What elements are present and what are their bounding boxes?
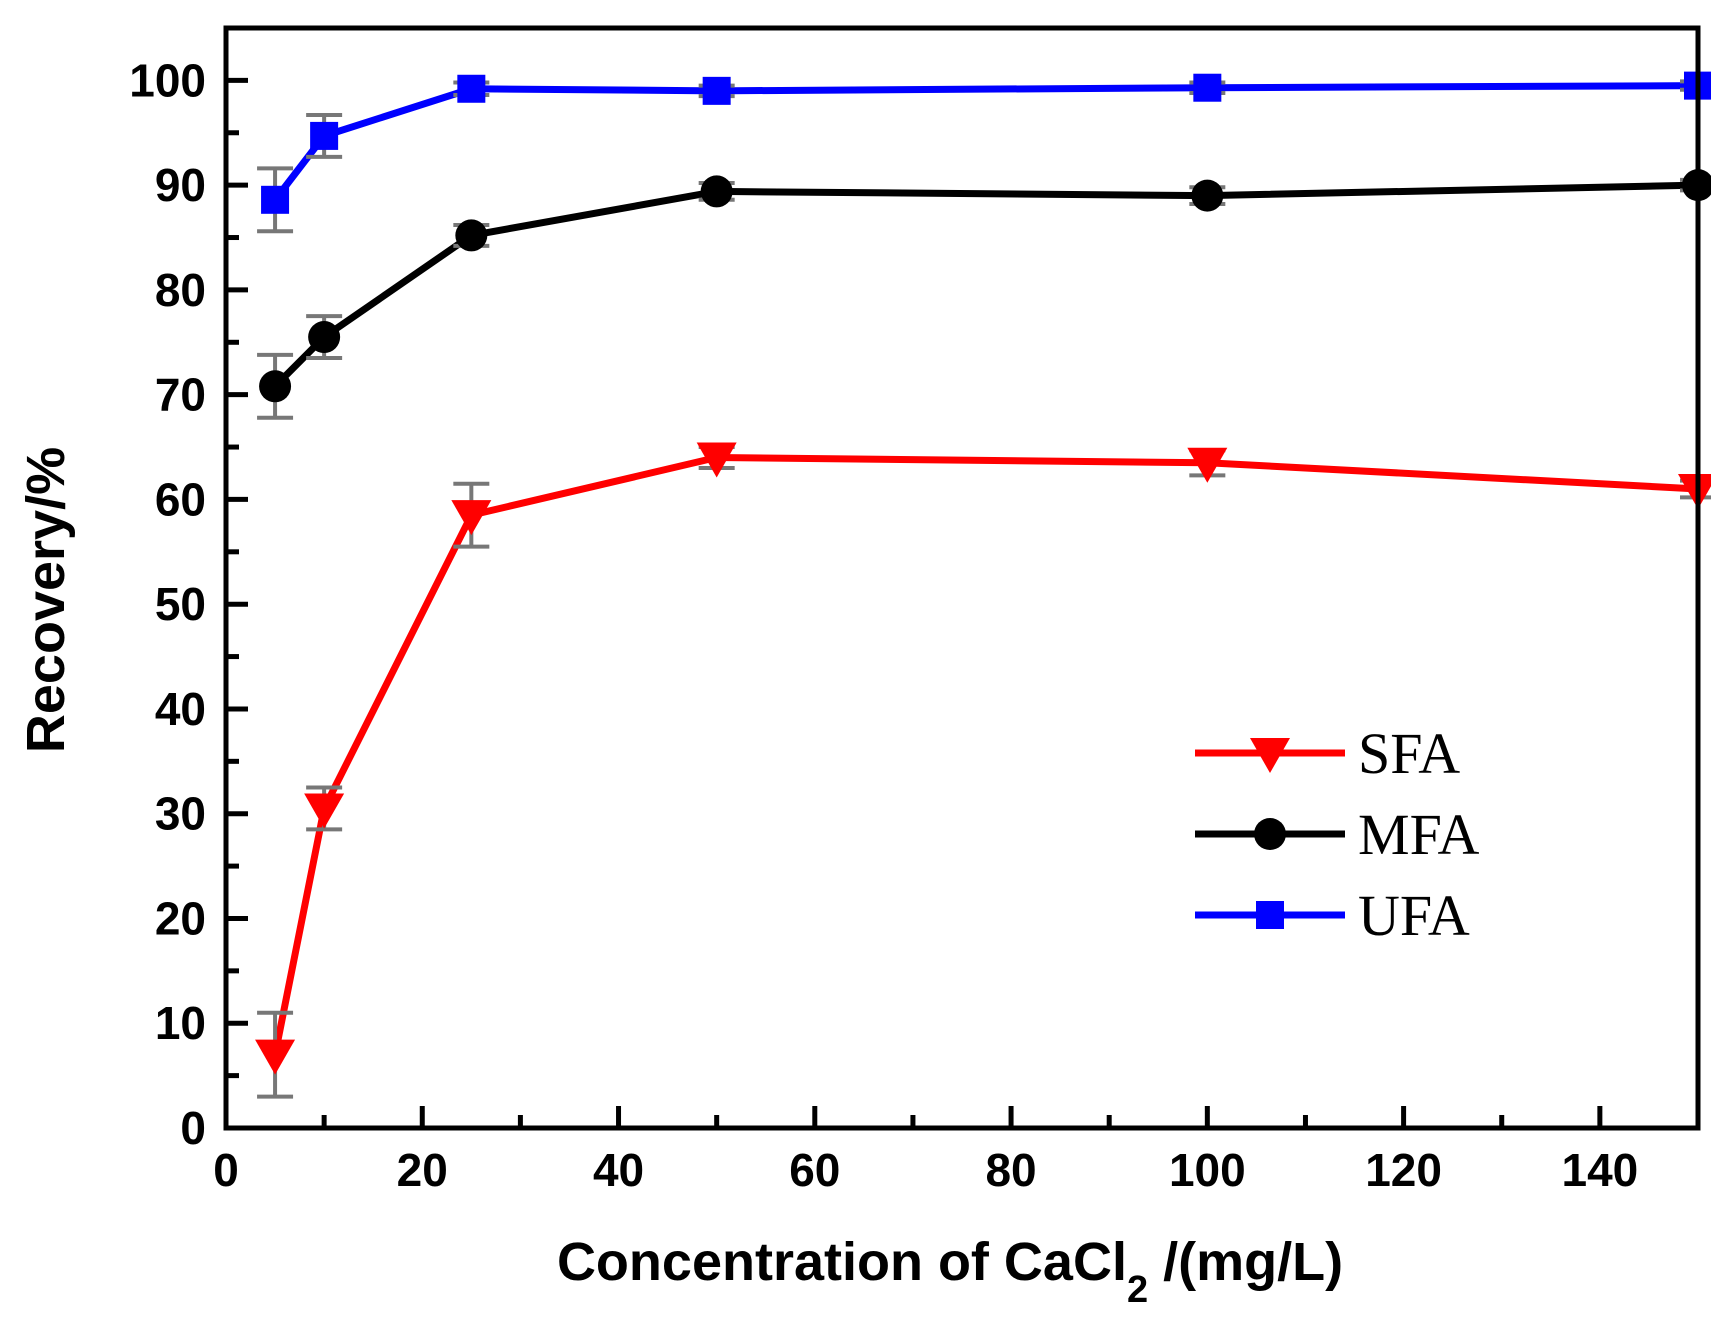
data-point-sfa <box>255 1039 296 1075</box>
x-tick-label: 40 <box>593 1144 644 1196</box>
data-point-mfa <box>1191 179 1224 212</box>
x-tick-label: 120 <box>1365 1144 1442 1196</box>
series-mfa <box>257 169 1711 420</box>
y-tick-label: 60 <box>155 473 206 525</box>
x-axis-title-main: Concentration of CaCl <box>557 1232 1127 1292</box>
x-tick-label: 0 <box>213 1144 239 1196</box>
x-axis-title-suffix: /(mg/L) <box>1148 1232 1343 1292</box>
y-tick-label: 70 <box>155 369 206 421</box>
data-point-mfa <box>700 175 733 208</box>
y-tick-label: 80 <box>155 264 206 316</box>
data-point-ufa <box>310 121 339 150</box>
plot-frame <box>223 25 1701 1131</box>
y-tick-label: 90 <box>155 159 206 211</box>
y-tick-label: 40 <box>155 683 206 735</box>
data-point-sfa <box>304 793 345 829</box>
y-tick-label: 10 <box>155 997 206 1049</box>
y-tick-label: 50 <box>155 578 206 630</box>
y-tick-label: 0 <box>180 1102 206 1154</box>
y-tick-label: 20 <box>155 892 206 944</box>
data-point-sfa <box>1678 473 1711 509</box>
data-point-ufa <box>1193 73 1222 102</box>
series-sfa <box>255 442 1711 1099</box>
x-tick-label: 20 <box>397 1144 448 1196</box>
y-tick-label: 100 <box>129 54 206 106</box>
x-tick-label: 60 <box>789 1144 840 1196</box>
plot-series <box>255 71 1711 1099</box>
legend-item-ufa: UFA <box>1195 883 1470 948</box>
legend-marker <box>1256 901 1284 929</box>
data-point-mfa <box>455 219 488 252</box>
legend-marker <box>1254 818 1286 850</box>
y-axis-title: Recovery/% <box>16 447 76 753</box>
legend-label: MFA <box>1358 802 1480 867</box>
data-point-mfa <box>308 321 341 354</box>
data-point-mfa <box>259 370 292 403</box>
x-tick-label: 100 <box>1169 1144 1246 1196</box>
data-point-ufa <box>702 76 731 105</box>
x-axis-title-subscript: 2 <box>1127 1269 1148 1311</box>
data-point-ufa <box>261 185 290 214</box>
legend: SFA MFA UFA <box>1195 721 1480 948</box>
data-point-sfa <box>451 500 492 536</box>
legend-marker <box>1250 738 1290 773</box>
x-tick-label: 140 <box>1561 1144 1638 1196</box>
legend-item-sfa: SFA <box>1195 721 1460 786</box>
x-axis-title: Concentration of CaCl2 /(mg/L) <box>557 1232 1343 1311</box>
series-ufa <box>257 71 1711 234</box>
y-tick-label: 30 <box>155 788 206 840</box>
tick-labels: 0 20 40 60 80 100 120 140 0 10 20 30 40 50 60 70 80 90 100 <box>129 54 1638 1196</box>
data-point-ufa <box>457 74 486 103</box>
data-point-sfa <box>1187 447 1228 483</box>
legend-label: SFA <box>1358 721 1460 786</box>
data-point-sfa <box>696 442 737 478</box>
x-tick-label: 80 <box>985 1144 1036 1196</box>
series-line-sfa <box>271 454 1699 1056</box>
legend-label: UFA <box>1358 883 1470 948</box>
legend-item-mfa: MFA <box>1195 802 1480 867</box>
